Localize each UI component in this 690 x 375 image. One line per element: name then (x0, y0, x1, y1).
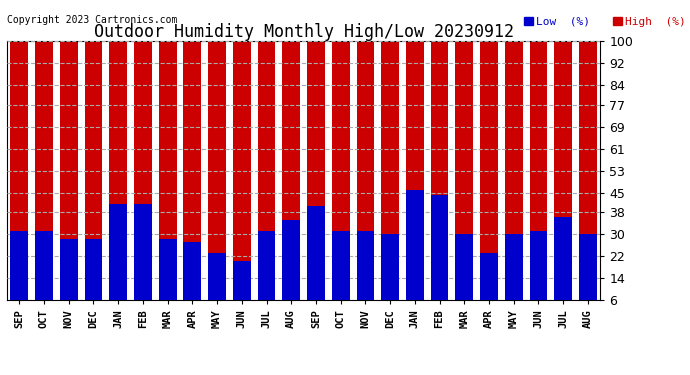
Bar (406, 190, 424, 300)
Bar (60, 240, 77, 300)
Bar (480, 41, 498, 300)
Bar (10, 41, 28, 300)
Bar (233, 41, 250, 300)
Bar (282, 41, 300, 300)
Bar (579, 41, 597, 300)
Bar (282, 220, 300, 300)
Bar (307, 206, 325, 300)
Title: Outdoor Humidity Monthly High/Low 20230912: Outdoor Humidity Monthly High/Low 202309… (94, 23, 513, 41)
Bar (579, 234, 597, 300)
Bar (233, 261, 250, 300)
Bar (35, 231, 53, 300)
Bar (208, 253, 226, 300)
Legend: Low  (%), High  (%): Low (%), High (%) (523, 16, 687, 28)
Bar (431, 41, 448, 300)
Bar (455, 41, 473, 300)
Bar (134, 204, 152, 300)
Bar (184, 41, 201, 300)
Bar (357, 41, 374, 300)
Bar (505, 234, 522, 300)
Bar (10, 231, 28, 300)
Bar (480, 253, 498, 300)
Bar (406, 41, 424, 300)
Bar (554, 41, 572, 300)
Bar (257, 231, 275, 300)
Bar (307, 41, 325, 300)
Bar (357, 231, 374, 300)
Bar (505, 41, 522, 300)
Bar (332, 231, 350, 300)
Bar (257, 41, 275, 300)
Bar (208, 41, 226, 300)
Bar (332, 41, 350, 300)
Bar (134, 41, 152, 300)
Bar (382, 234, 399, 300)
Bar (85, 240, 102, 300)
Bar (431, 195, 448, 300)
Bar (455, 234, 473, 300)
Bar (35, 41, 53, 300)
Bar (184, 242, 201, 300)
Bar (109, 204, 127, 300)
Text: Copyright 2023 Cartronics.com: Copyright 2023 Cartronics.com (7, 15, 177, 25)
Bar (530, 41, 547, 300)
Bar (382, 41, 399, 300)
Bar (159, 41, 177, 300)
Bar (159, 240, 177, 300)
Bar (85, 41, 102, 300)
Bar (109, 41, 127, 300)
Bar (60, 41, 77, 300)
Bar (554, 217, 572, 300)
Bar (530, 231, 547, 300)
